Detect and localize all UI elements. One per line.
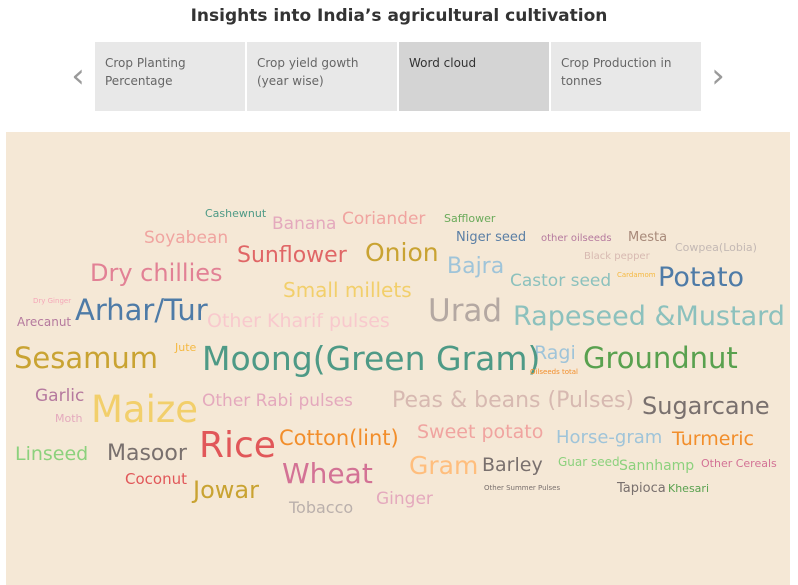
chevron-left-icon[interactable]: ‹	[71, 56, 85, 96]
word-onion[interactable]: Onion	[365, 238, 439, 267]
word-sweet-potato[interactable]: Sweet potato	[417, 421, 544, 443]
word-ragi[interactable]: Ragi	[534, 342, 576, 364]
word-other-oilseeds[interactable]: other oilseeds	[541, 233, 612, 244]
word-castor-seed[interactable]: Castor seed	[510, 271, 612, 291]
word-moth[interactable]: Moth	[55, 412, 83, 425]
word-mesta[interactable]: Mesta	[628, 230, 668, 245]
word-urad[interactable]: Urad	[428, 293, 503, 329]
word-masoor[interactable]: Masoor	[107, 441, 187, 466]
word-sunflower[interactable]: Sunflower	[237, 243, 347, 268]
word-dry-chillies[interactable]: Dry chillies	[90, 259, 223, 287]
word-safflower[interactable]: Safflower	[444, 212, 496, 225]
word-moong[interactable]: Moong(Green Gram)	[202, 339, 541, 378]
word-peas-beans[interactable]: Peas & beans (Pulses)	[392, 388, 635, 413]
word-cloud: Cashewnut Banana Coriander Safflower Soy…	[6, 132, 790, 585]
word-cowpea[interactable]: Cowpea(Lobia)	[675, 241, 757, 254]
word-banana[interactable]: Banana	[272, 214, 337, 234]
word-small-millets[interactable]: Small millets	[283, 278, 412, 302]
word-jowar[interactable]: Jowar	[193, 476, 259, 504]
tab-word-cloud[interactable]: Word cloud	[399, 42, 549, 111]
word-arecanut[interactable]: Arecanut	[17, 315, 72, 329]
word-tobacco[interactable]: Tobacco	[289, 498, 354, 517]
word-cotton-lint[interactable]: Cotton(lint)	[279, 426, 399, 450]
word-jute[interactable]: Jute	[175, 341, 197, 354]
word-rapeseed-mustard[interactable]: Rapeseed &Mustard	[513, 301, 785, 332]
word-gram[interactable]: Gram	[409, 451, 479, 480]
word-potato[interactable]: Potato	[658, 262, 745, 293]
word-groundnut[interactable]: Groundnut	[583, 341, 738, 375]
tab-crop-yield-growth[interactable]: Crop yield gowth (year wise)	[247, 42, 397, 111]
word-oilseeds-total[interactable]: Oilseeds total	[530, 368, 578, 376]
word-arhar-tur[interactable]: Arhar/Tur	[75, 293, 208, 327]
word-guar-seed[interactable]: Guar seed	[558, 455, 620, 469]
word-garlic[interactable]: Garlic	[35, 386, 85, 406]
word-horse-gram[interactable]: Horse-gram	[556, 427, 663, 448]
word-other-summer-pulses[interactable]: Other Summer Pulses	[484, 484, 561, 492]
word-tapioca[interactable]: Tapioca	[617, 481, 666, 496]
word-coconut[interactable]: Coconut	[125, 470, 187, 488]
page-title: Insights into India’s agricultural culti…	[190, 6, 608, 26]
word-black-pepper[interactable]: Black pepper	[584, 251, 650, 262]
word-coriander[interactable]: Coriander	[342, 209, 426, 229]
word-other-kharif-pulses[interactable]: Other Kharif pulses	[207, 310, 390, 332]
word-wheat[interactable]: Wheat	[282, 457, 373, 490]
word-cardamom[interactable]: Cardamom	[617, 271, 656, 279]
tab-crop-production[interactable]: Crop Production in tonnes	[551, 42, 701, 111]
word-cashewnut[interactable]: Cashewnut	[205, 207, 267, 220]
word-bajra[interactable]: Bajra	[447, 254, 505, 279]
word-khesari[interactable]: Khesari	[668, 482, 710, 495]
word-rice[interactable]: Rice	[199, 425, 276, 466]
word-sugarcane[interactable]: Sugarcane	[642, 392, 770, 420]
word-other-rabi-pulses[interactable]: Other Rabi pulses	[202, 391, 353, 411]
word-turmeric[interactable]: Turmeric	[672, 428, 754, 450]
word-dry-ginger[interactable]: Dry Ginger	[33, 297, 72, 305]
word-other-cereals[interactable]: Other Cereals	[701, 457, 777, 470]
word-sannhamp[interactable]: Sannhamp	[619, 458, 695, 474]
word-soyabean[interactable]: Soyabean	[144, 228, 229, 248]
word-barley[interactable]: Barley	[482, 454, 543, 476]
word-ginger[interactable]: Ginger	[376, 489, 433, 509]
chevron-right-icon[interactable]: ›	[711, 56, 725, 96]
word-niger-seed[interactable]: Niger seed	[456, 230, 527, 245]
word-maize[interactable]: Maize	[91, 388, 199, 431]
word-sesamum[interactable]: Sesamum	[14, 341, 159, 375]
tab-crop-planting-percentage[interactable]: Crop Planting Percentage	[95, 42, 245, 111]
word-linseed[interactable]: Linseed	[15, 443, 89, 465]
